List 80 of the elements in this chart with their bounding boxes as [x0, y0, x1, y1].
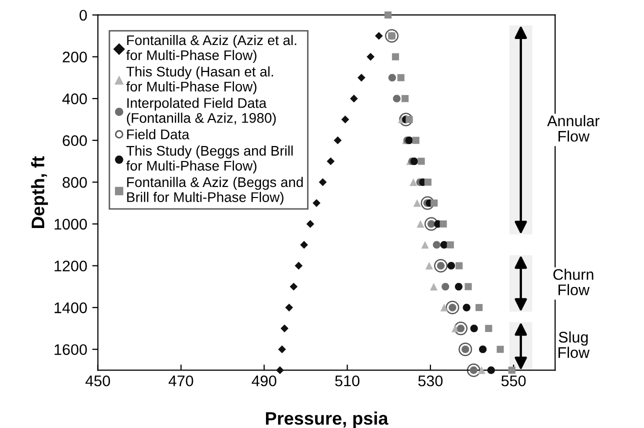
legend-label: Field Data [127, 129, 190, 140]
point [496, 346, 504, 353]
x-tick-label: 490 [252, 375, 276, 386]
y-tick-label: 1200 [54, 260, 87, 272]
point [440, 220, 447, 228]
point [357, 74, 366, 82]
point [432, 241, 440, 249]
y-tick-label: 600 [62, 135, 87, 146]
point [350, 94, 358, 102]
band-label: Annular Flow [547, 115, 600, 142]
y-tick-label: 200 [62, 52, 87, 62]
legend-label: Interpolated Field Data (Fontanilla & Aziz, 1980) [126, 98, 276, 126]
point [388, 74, 396, 82]
point [508, 366, 516, 374]
point [318, 178, 327, 186]
y-axis-title: Depth, ft [31, 156, 48, 228]
point [430, 282, 438, 290]
point [464, 283, 472, 290]
x-tick-label: 470 [168, 375, 194, 386]
point [290, 282, 298, 291]
point [326, 157, 335, 166]
point [418, 158, 425, 165]
point [392, 94, 401, 102]
point [306, 220, 314, 228]
point [470, 324, 478, 332]
band-label: Churn Flow [553, 268, 594, 296]
point [424, 178, 432, 186]
point [280, 324, 288, 332]
point [487, 366, 495, 374]
x-tick-label: 530 [418, 375, 443, 386]
point [454, 282, 462, 290]
y-tick-label: 1600 [54, 344, 87, 356]
point [430, 200, 438, 207]
y-tick-label: 0 [80, 10, 87, 21]
point [341, 116, 350, 124]
point [485, 324, 492, 332]
y-tick-label: 800 [62, 177, 87, 188]
point [374, 32, 383, 40]
point [300, 240, 308, 249]
point [442, 282, 450, 290]
point [392, 53, 400, 60]
band-label: Slug Flow [558, 331, 590, 358]
point [462, 304, 470, 312]
point [312, 199, 320, 207]
point [446, 241, 454, 248]
legend-label: This Study (Beggs and Brill for Multi-Phase Flow) [126, 146, 293, 174]
point [476, 304, 483, 312]
point [397, 74, 404, 82]
point [479, 346, 487, 354]
x-tick-label: 450 [85, 375, 110, 386]
point [412, 136, 420, 144]
point [421, 241, 429, 249]
point [278, 345, 286, 354]
legend-label: Fontanilla & Aziz (Aziz et al. for Multi-Phase Flow) [126, 34, 296, 63]
point [440, 304, 448, 312]
point [478, 366, 486, 374]
point [447, 262, 456, 270]
legend-label: This Study (Hasan et al. for Multi-Phase Flow) [126, 66, 274, 94]
point [413, 199, 421, 207]
point [402, 95, 409, 102]
point [366, 52, 374, 61]
point [384, 11, 392, 19]
legend-label: Fontanilla & Aziz (Beggs and Brill for Multi-Phase Flow) [127, 176, 303, 205]
point [456, 262, 463, 270]
point [276, 366, 284, 374]
point [334, 136, 342, 144]
y-tick-label: 400 [62, 93, 87, 104]
point [405, 136, 414, 144]
point [294, 262, 303, 270]
point [285, 304, 294, 312]
point [410, 178, 418, 186]
x-tick-label: 550 [501, 375, 526, 386]
point [416, 220, 424, 228]
x-axis-title: Pressure, psia [266, 412, 388, 428]
point [410, 157, 418, 166]
y-tick-label: 1400 [54, 302, 87, 314]
point [425, 262, 433, 270]
y-tick-label: 1000 [54, 218, 87, 230]
point [440, 241, 448, 249]
x-tick-label: 510 [335, 375, 360, 386]
